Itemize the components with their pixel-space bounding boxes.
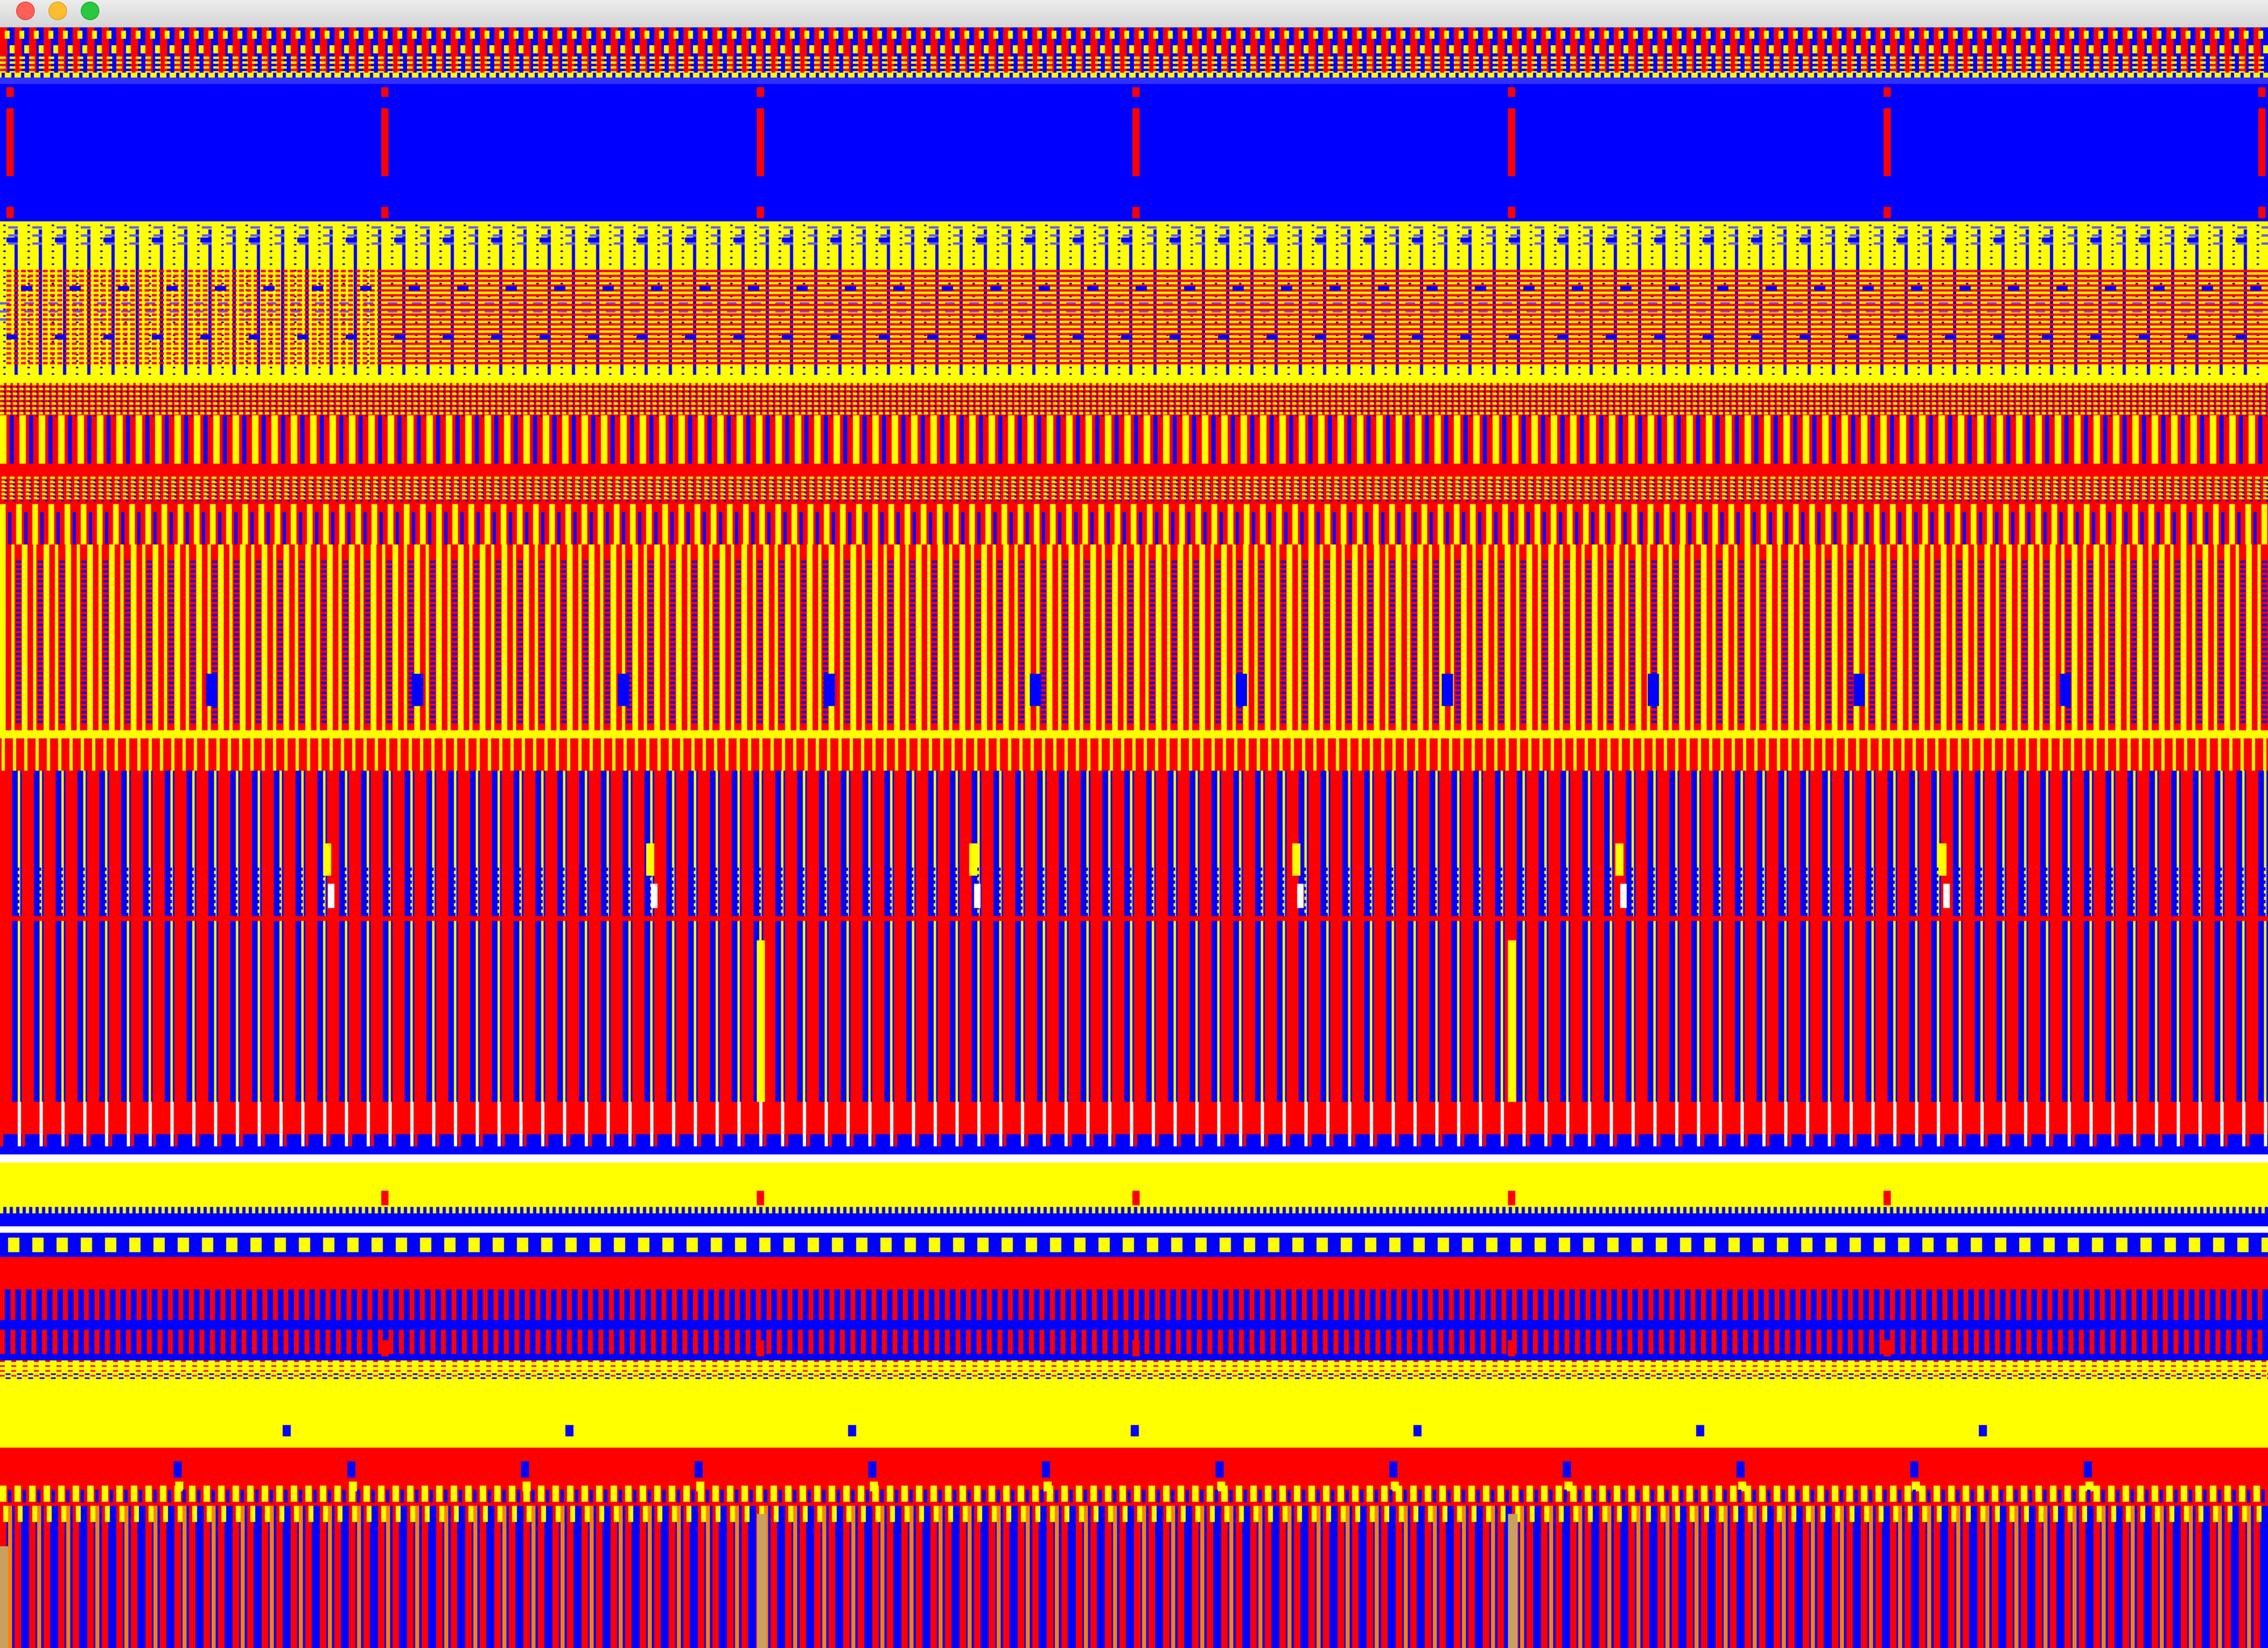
title-bar[interactable] <box>0 0 2268 27</box>
minimize-button[interactable] <box>48 2 67 20</box>
zoom-button[interactable] <box>81 2 99 20</box>
pattern-canvas-area[interactable] <box>0 27 2268 1648</box>
cellular-automaton-canvas[interactable] <box>0 27 2268 1648</box>
close-button[interactable] <box>16 2 35 20</box>
